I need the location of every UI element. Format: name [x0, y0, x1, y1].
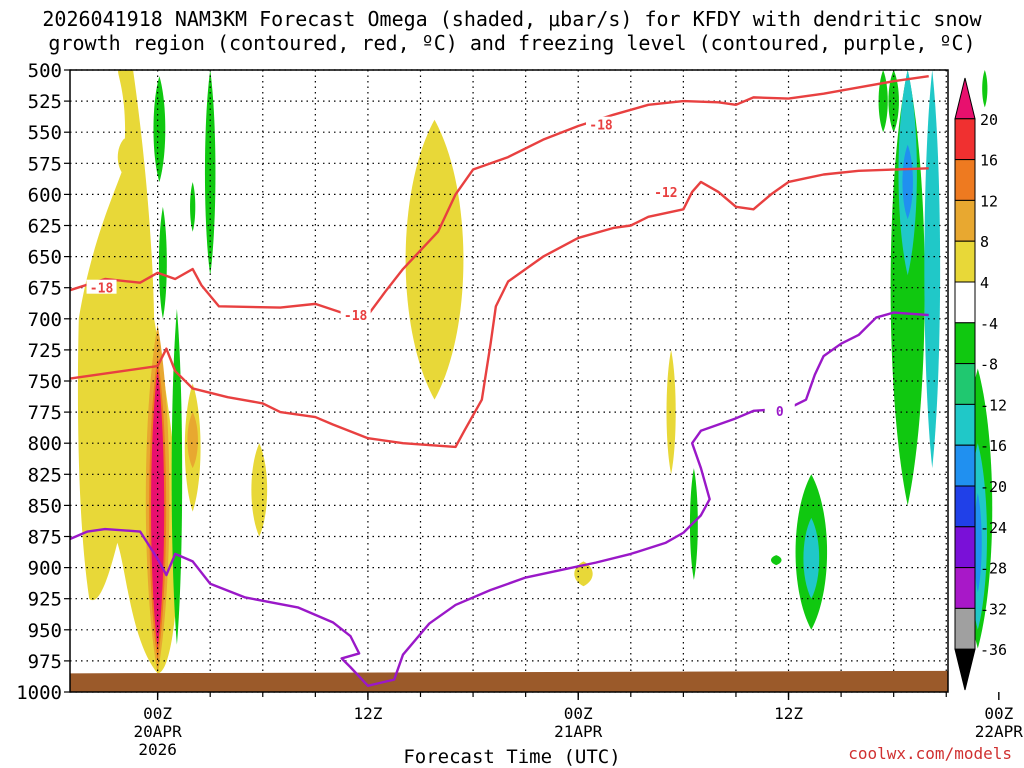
region-sinking	[973, 492, 982, 593]
y-tick-label: 950	[28, 620, 62, 642]
contour-line	[69, 167, 929, 449]
colorbar-cell	[954, 363, 976, 405]
chart-title-line2: growth region (contoured, red, ºC) and f…	[48, 31, 976, 55]
y-tick-label: 875	[28, 527, 62, 549]
contour-label-bg	[650, 183, 681, 198]
y-tick-label: 500	[28, 60, 62, 82]
region-sinking	[158, 206, 167, 319]
colorbar-label: 16	[980, 152, 998, 170]
x-tick-label: 00Z	[984, 704, 1013, 723]
region-sinking	[924, 70, 941, 469]
x-axis-label: Forecast Time (UTC)	[403, 746, 621, 768]
y-tick-label: 550	[28, 122, 62, 144]
colorbar-label: 4	[980, 274, 989, 292]
y-axis: 500 525 550 575 600 625 650 675 700 725 750 775 800 8…	[16, 60, 70, 704]
contour-line	[69, 75, 929, 317]
region-sinking	[204, 70, 216, 276]
y-tick-label: 650	[28, 247, 62, 269]
colorbar-label: -16	[980, 437, 1007, 455]
region-sinking	[803, 517, 820, 599]
y-tick-label: 750	[28, 371, 62, 393]
region-sinking	[770, 555, 782, 566]
colorbar-cell	[954, 567, 976, 609]
region-sinking	[878, 70, 888, 133]
x-tick-label: 00Z	[143, 704, 172, 723]
colorbar-label: 8	[980, 233, 989, 251]
contour-label-bg	[340, 307, 371, 322]
x-tick-label: 22APR	[975, 722, 1024, 741]
region-sinking	[982, 70, 988, 108]
x-tick-label: 12Z	[774, 704, 803, 723]
y-tick-label: 775	[28, 402, 62, 424]
colorbar-cell	[954, 77, 976, 120]
x-tick-label: 21APR	[554, 722, 603, 741]
x-tick-label: 20APR	[134, 722, 183, 741]
y-tick-label: 825	[28, 464, 62, 486]
terrain-band	[70, 670, 948, 692]
region-sinking	[902, 144, 913, 220]
colorbar-label: -36	[980, 641, 1007, 659]
contour-label-bg	[586, 116, 617, 131]
region-rising-4-8	[117, 138, 131, 176]
colorbar-cell	[954, 159, 976, 201]
colorbar-cell	[954, 403, 976, 446]
y-tick-label: 725	[28, 340, 62, 362]
y-tick-label: 900	[28, 558, 62, 580]
colorbar: 20 16 12 8 4 -4 -8 -12 -16 -20 -24 -28 -32 -36	[954, 77, 1007, 691]
contour-label: -12	[654, 186, 677, 201]
x-tick-label: 12Z	[353, 704, 382, 723]
colorbar-label: -20	[980, 478, 1007, 496]
colorbar-cell	[954, 648, 976, 691]
region-rising-4-8	[666, 349, 676, 475]
contour-label-bg	[86, 279, 117, 294]
y-tick-label: 700	[28, 309, 62, 331]
colorbar-label: -4	[980, 315, 998, 333]
contour-line	[69, 311, 929, 687]
colorbar-cell	[954, 607, 976, 650]
y-tick-label: 975	[28, 651, 62, 673]
colorbar-cell	[954, 485, 976, 528]
region-sinking	[689, 468, 698, 581]
region-rising-20	[151, 368, 165, 649]
colorbar-label: 20	[980, 111, 998, 129]
colorbar-cell	[954, 526, 976, 569]
y-tick-label: 525	[28, 91, 62, 113]
colorbar-label: -8	[980, 356, 998, 374]
colorbar-cell	[954, 322, 976, 365]
colorbar-label: -28	[980, 560, 1007, 578]
x-tick-label: 2026	[138, 740, 177, 759]
region-sinking	[153, 76, 166, 182]
chart-title-line1: 2026041918 NAM3KM Forecast Omega (shaded…	[42, 7, 982, 31]
y-tick-label: 850	[28, 495, 62, 517]
region-sinking	[171, 308, 183, 645]
y-tick-label: 800	[28, 433, 62, 455]
x-tick-label: 00Z	[564, 704, 593, 723]
colorbar-cell	[954, 444, 976, 487]
contour-label: -18	[589, 119, 613, 134]
colorbar-label: 12	[980, 192, 998, 210]
credit-text: coolwx.com/models	[848, 744, 1012, 763]
region-rising-8-12	[187, 412, 198, 469]
colorbar-cell	[954, 240, 976, 283]
y-tick-label: 1000	[16, 682, 62, 704]
contour-label: -18	[90, 282, 114, 297]
colorbar-cell	[954, 118, 976, 161]
colorbar-label: -32	[980, 600, 1007, 618]
colorbar-label: -24	[980, 519, 1007, 537]
y-tick-label: 675	[28, 278, 62, 300]
colorbar-cell	[954, 281, 976, 324]
colorbar-label: -12	[980, 396, 1007, 414]
y-tick-label: 600	[28, 184, 62, 206]
contour-label: -18	[344, 309, 368, 324]
y-tick-label: 625	[28, 216, 62, 238]
region-sinking	[888, 70, 899, 133]
colorbar-cell	[954, 199, 976, 242]
contour-label: 0	[776, 405, 784, 420]
contour-label-bg	[764, 402, 795, 417]
y-tick-label: 575	[28, 153, 62, 175]
y-tick-label: 925	[28, 589, 62, 611]
